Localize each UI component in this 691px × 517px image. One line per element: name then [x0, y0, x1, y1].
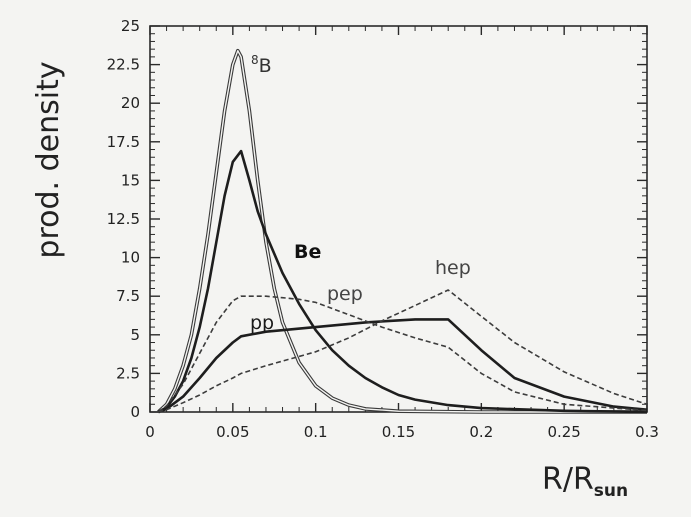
x-tick-label: 0.2	[469, 423, 493, 441]
plot-frame	[149, 25, 648, 413]
curve-label-be: Be	[294, 241, 321, 263]
curve-pep	[157, 295, 648, 413]
y-tick-label: 17.5	[107, 133, 140, 151]
y-tick-label: 5	[130, 326, 140, 344]
y-tick-label: 12.5	[107, 210, 140, 228]
curve-label-main: B	[259, 55, 272, 77]
y-tick-label: 7.5	[116, 287, 140, 305]
curve-be	[157, 149, 648, 414]
x-axis-title-main: R/R	[542, 462, 594, 497]
y-tick-label: 22.5	[107, 56, 140, 74]
x-tick-label: 0.3	[635, 423, 659, 441]
curve-hep	[158, 289, 648, 413]
x-axis-title: R/Rsun	[542, 462, 628, 501]
curve-8b-inner	[157, 50, 647, 413]
x-axis-title-subscript: sun	[594, 481, 628, 501]
x-tick-label: 0.25	[547, 423, 580, 441]
y-tick-label: 2.5	[116, 364, 140, 382]
curve-label-8b: 8B	[251, 53, 272, 77]
y-tick-label: 15	[121, 171, 140, 189]
curve-labels: 8B Be pp pep hep	[250, 53, 471, 334]
curve-label-superscript: 8	[251, 53, 259, 67]
y-tick-label: 10	[121, 249, 140, 267]
curve-label-pp: pp	[250, 312, 274, 334]
x-tick-label: 0.15	[382, 423, 415, 441]
x-tick-label: 0.05	[216, 423, 249, 441]
y-tick-label: 20	[121, 94, 140, 112]
curve-pp	[157, 318, 648, 414]
axis-ticks: 0 0.05 0.1 0.15 0.2 0.25 0.3 0 2.5 5 7.5 10 12.5 15 17…	[107, 17, 659, 441]
x-tick-label: 0.1	[304, 423, 328, 441]
curves	[157, 48, 648, 414]
y-axis-title: prod. density	[31, 61, 66, 258]
x-tick-label: 0	[145, 423, 155, 441]
curve-8b	[157, 48, 647, 414]
curve-label-hep: hep	[435, 257, 471, 279]
y-tick-label: 25	[121, 17, 140, 35]
curve-label-pep: pep	[327, 283, 363, 305]
y-tick-label: 0	[130, 403, 140, 421]
